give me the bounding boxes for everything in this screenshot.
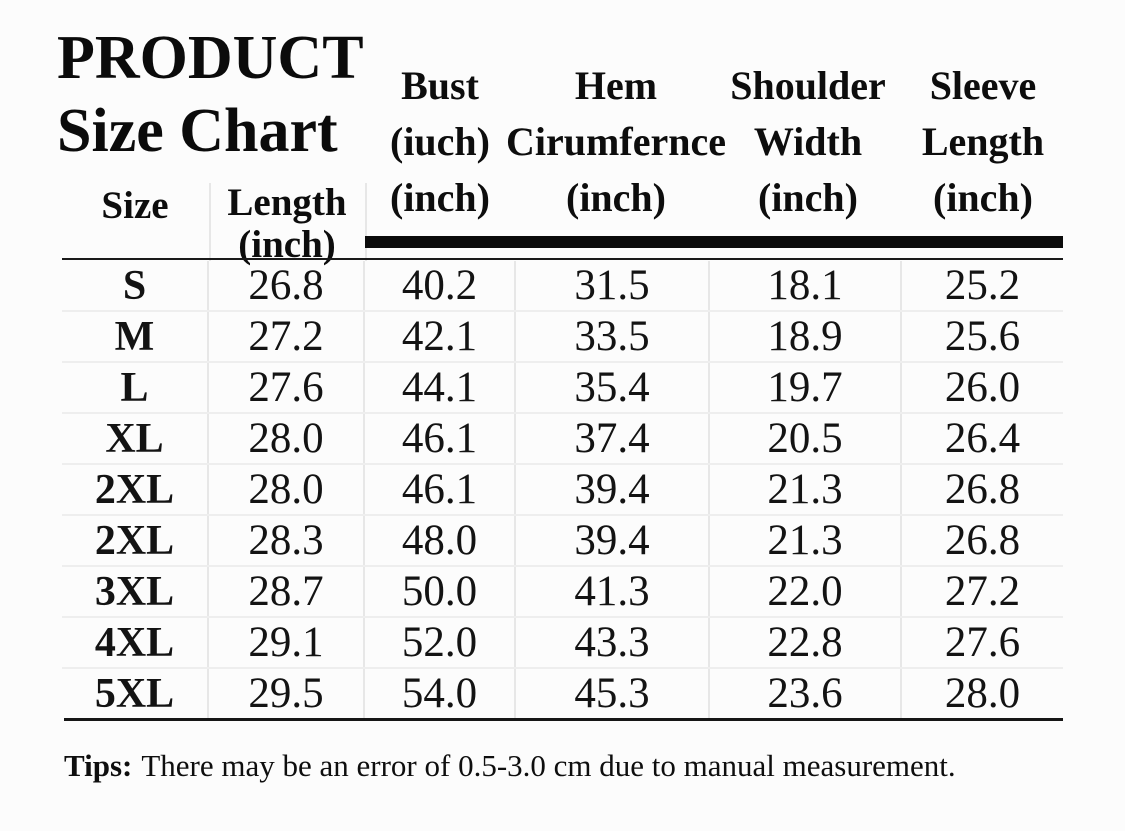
table-row: L 27.6 44.1 35.4 19.7 26.0 <box>62 363 1063 414</box>
sleeve-cell: 26.8 <box>944 517 1021 564</box>
hem-cell: 43.3 <box>516 618 710 667</box>
length-cell: 29.5 <box>209 669 365 718</box>
shoulder-cell: 21.3 <box>710 465 902 514</box>
hem-cell: 45.3 <box>516 669 710 718</box>
table-row: M 27.2 42.1 33.5 18.9 25.6 <box>62 312 1063 363</box>
hem-cell: 39.4 <box>516 465 710 514</box>
shoulder-cell: 22.8 <box>710 618 902 667</box>
size-cell: S <box>62 261 209 310</box>
sleeve-cell: 27.2 <box>944 568 1021 615</box>
bust-cell: 50.0 <box>365 567 516 616</box>
tips-label: Tips: <box>64 748 133 783</box>
size-cell: 2XL <box>62 465 209 514</box>
table-row: 2XL 28.3 48.0 39.4 21.3 26.8 <box>62 516 1063 567</box>
sleeve-cell: 26.8 <box>944 466 1021 513</box>
column-header-sleeve: Sleeve Length (inch) <box>921 63 1045 220</box>
tips-text: There may be an error of 0.5-3.0 cm due … <box>141 748 956 783</box>
page-title: PRODUCT Size Chart <box>57 22 364 168</box>
bust-cell: 40.2 <box>365 261 516 310</box>
shoulder-cell: 18.1 <box>710 261 902 310</box>
size-cell: 2XL <box>62 516 209 565</box>
header-divider-line <box>209 183 211 261</box>
hem-cell: 41.3 <box>516 567 710 616</box>
length-cell: 28.3 <box>209 516 365 565</box>
size-cell: 3XL <box>62 567 209 616</box>
length-cell: 26.8 <box>209 261 365 310</box>
table-row: 5XL 29.5 54.0 45.3 23.6 28.0 <box>62 669 1063 718</box>
length-cell: 29.1 <box>209 618 365 667</box>
shoulder-cell: 23.6 <box>710 669 902 718</box>
header-underline-bar <box>365 236 1063 248</box>
size-cell: XL <box>62 414 209 463</box>
header-divider-line <box>365 183 367 261</box>
table-row: XL 28.0 46.1 37.4 20.5 26.4 <box>62 414 1063 465</box>
hem-cell: 37.4 <box>516 414 710 463</box>
length-cell: 28.7 <box>209 567 365 616</box>
sleeve-cell: 28.0 <box>944 670 1021 717</box>
bust-cell: 42.1 <box>365 312 516 361</box>
table-row: 4XL 29.1 52.0 43.3 22.8 27.6 <box>62 618 1063 669</box>
length-cell: 27.6 <box>209 363 365 412</box>
bust-cell: 44.1 <box>365 363 516 412</box>
bust-cell: 46.1 <box>365 414 516 463</box>
sleeve-cell: 26.4 <box>944 415 1021 462</box>
shoulder-cell: 21.3 <box>710 516 902 565</box>
column-header-shoulder: Shoulder Width (inch) <box>730 63 886 220</box>
size-cell: 4XL <box>62 618 209 667</box>
sleeve-cell: 25.6 <box>944 313 1021 360</box>
hem-cell: 33.5 <box>516 312 710 361</box>
sleeve-cell: 27.6 <box>944 619 1021 666</box>
shoulder-cell: 18.9 <box>710 312 902 361</box>
table-bottom-rule <box>64 718 1063 721</box>
page-title-line2: Size Chart <box>57 97 338 165</box>
bust-cell: 52.0 <box>365 618 516 667</box>
length-cell: 28.0 <box>209 465 365 514</box>
sleeve-cell: 25.2 <box>944 262 1021 309</box>
length-cell: 28.0 <box>209 414 365 463</box>
hem-cell: 35.4 <box>516 363 710 412</box>
column-header-size: Size <box>101 184 169 227</box>
size-table: S 26.8 40.2 31.5 18.1 25.2 M 27.2 42.1 3… <box>62 261 1063 718</box>
hem-cell: 31.5 <box>516 261 710 310</box>
length-cell: 27.2 <box>209 312 365 361</box>
tips-note: Tips: There may be an error of 0.5-3.0 cm… <box>64 748 956 784</box>
size-cell: M <box>62 312 209 361</box>
table-row: 2XL 28.0 46.1 39.4 21.3 26.8 <box>62 465 1063 516</box>
hem-cell: 39.4 <box>516 516 710 565</box>
column-header-length: Length (inch) <box>227 181 347 266</box>
size-cell: 5XL <box>62 669 209 718</box>
shoulder-cell: 20.5 <box>710 414 902 463</box>
column-header-bust: Bust (iuch) (inch) <box>390 63 490 220</box>
table-row: S 26.8 40.2 31.5 18.1 25.2 <box>62 261 1063 312</box>
table-row: 3XL 28.7 50.0 41.3 22.0 27.2 <box>62 567 1063 618</box>
sleeve-cell: 26.0 <box>944 364 1021 411</box>
column-header-hem: Hem Cirumfernce (inch) <box>506 63 726 220</box>
bust-cell: 54.0 <box>365 669 516 718</box>
shoulder-cell: 22.0 <box>710 567 902 616</box>
table-top-rule <box>62 258 1063 260</box>
shoulder-cell: 19.7 <box>710 363 902 412</box>
size-cell: L <box>62 363 209 412</box>
bust-cell: 48.0 <box>365 516 516 565</box>
page-title-line1: PRODUCT <box>57 24 364 92</box>
bust-cell: 46.1 <box>365 465 516 514</box>
